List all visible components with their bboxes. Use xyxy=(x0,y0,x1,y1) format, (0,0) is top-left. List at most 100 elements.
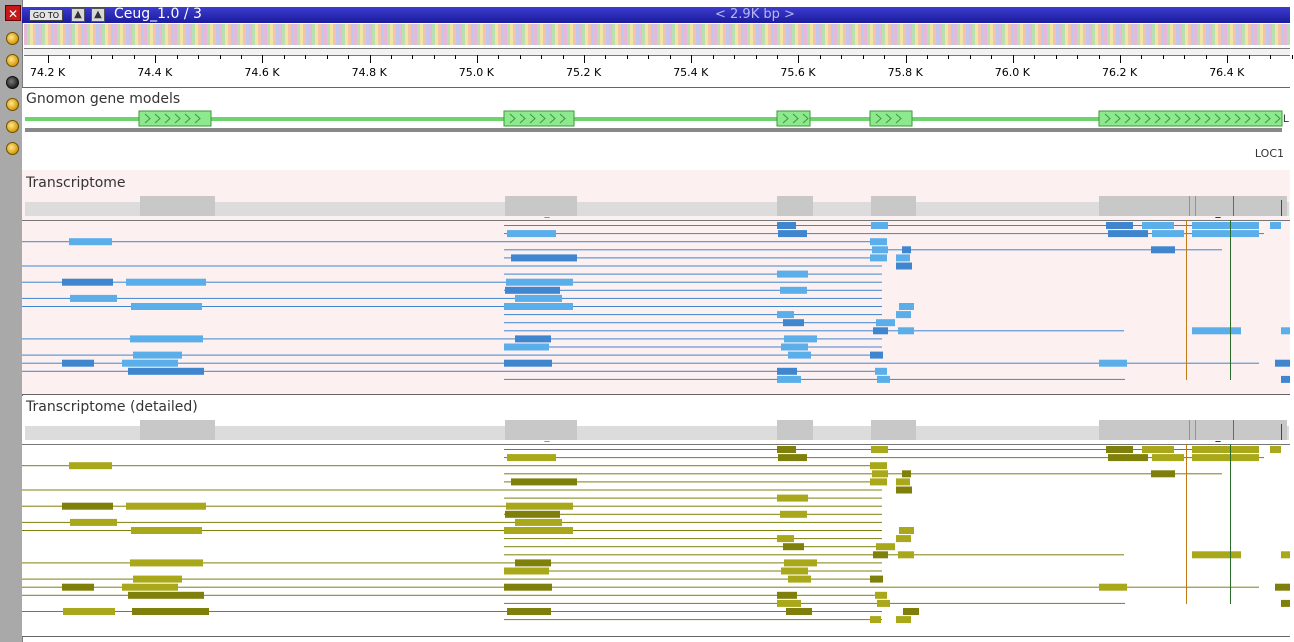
read-segment[interactable] xyxy=(1099,583,1127,591)
read-segment[interactable] xyxy=(777,311,794,319)
read-segment[interactable] xyxy=(877,375,890,383)
read-segment[interactable] xyxy=(1270,222,1281,229)
arrow-up-icon[interactable]: ▲ xyxy=(71,8,85,22)
read-segment[interactable] xyxy=(1275,583,1290,591)
read-segment[interactable] xyxy=(515,294,562,302)
read-segment[interactable] xyxy=(777,375,801,383)
read-segment[interactable] xyxy=(69,238,112,246)
read-segment[interactable] xyxy=(784,335,817,343)
read-segment[interactable] xyxy=(1281,327,1290,335)
read-segment[interactable] xyxy=(133,575,182,583)
read-segment[interactable] xyxy=(777,367,797,375)
read-segment[interactable] xyxy=(876,543,895,551)
read-segment[interactable] xyxy=(896,486,912,494)
read-segment[interactable] xyxy=(1152,230,1184,238)
read-segment[interactable] xyxy=(871,446,888,453)
read-segment[interactable] xyxy=(871,222,888,229)
read-segment[interactable] xyxy=(781,343,808,351)
read-segment[interactable] xyxy=(1270,446,1281,453)
track-toggle-icon[interactable] xyxy=(6,142,19,155)
read-segment[interactable] xyxy=(1281,599,1290,607)
read-segment[interactable] xyxy=(62,359,94,367)
read-segment[interactable] xyxy=(778,230,807,238)
read-segment[interactable] xyxy=(504,567,549,575)
read-segment[interactable] xyxy=(1142,446,1174,453)
exon-block[interactable] xyxy=(776,110,811,127)
read-segment[interactable] xyxy=(126,278,206,286)
read-segment[interactable] xyxy=(870,462,887,470)
read-segment[interactable] xyxy=(511,478,577,486)
read-segment[interactable] xyxy=(870,351,883,359)
read-segment[interactable] xyxy=(1106,446,1133,453)
read-segment[interactable] xyxy=(63,608,115,615)
read-segment[interactable] xyxy=(1142,222,1174,229)
read-segment[interactable] xyxy=(786,608,812,615)
read-segment[interactable] xyxy=(130,559,203,567)
read-segment[interactable] xyxy=(783,543,804,551)
read-segment[interactable] xyxy=(1192,327,1241,335)
read-segment[interactable] xyxy=(1099,359,1127,367)
read-segment[interactable] xyxy=(872,246,888,254)
read-segment[interactable] xyxy=(1106,222,1133,229)
read-segment[interactable] xyxy=(131,303,202,310)
read-segment[interactable] xyxy=(876,319,895,327)
read-segment[interactable] xyxy=(777,446,796,453)
read-segment[interactable] xyxy=(777,270,808,278)
gene-model[interactable]: L xyxy=(22,88,1290,134)
read-segment[interactable] xyxy=(777,222,796,229)
alignment-pileup[interactable] xyxy=(22,220,1290,392)
span-navigator[interactable]: < 2.9K bp > xyxy=(715,7,795,22)
read-segment[interactable] xyxy=(62,583,94,591)
read-segment[interactable] xyxy=(515,335,551,343)
read-segment[interactable] xyxy=(898,327,914,335)
read-segment[interactable] xyxy=(1151,470,1175,478)
read-segment[interactable] xyxy=(896,478,910,486)
read-segment[interactable] xyxy=(870,575,883,583)
read-segment[interactable] xyxy=(132,608,209,615)
read-segment[interactable] xyxy=(505,286,560,294)
read-segment[interactable] xyxy=(873,327,888,335)
read-segment[interactable] xyxy=(1108,454,1148,462)
read-segment[interactable] xyxy=(507,454,556,462)
track-toggle-icon[interactable] xyxy=(6,76,19,89)
read-segment[interactable] xyxy=(870,478,887,486)
read-segment[interactable] xyxy=(896,616,911,624)
read-segment[interactable] xyxy=(506,502,573,510)
read-segment[interactable] xyxy=(875,591,887,599)
read-segment[interactable] xyxy=(511,254,577,262)
read-segment[interactable] xyxy=(899,527,914,534)
read-segment[interactable] xyxy=(873,551,888,559)
read-segment[interactable] xyxy=(1281,551,1290,559)
read-segment[interactable] xyxy=(896,535,911,543)
read-segment[interactable] xyxy=(1152,454,1184,462)
read-segment[interactable] xyxy=(777,591,797,599)
read-segment[interactable] xyxy=(902,470,911,478)
close-icon[interactable]: ✕ xyxy=(5,5,21,21)
gnomon-track[interactable]: Gnomon gene models L xyxy=(22,88,1290,134)
read-segment[interactable] xyxy=(870,616,881,624)
transcriptome-detailed-track[interactable]: Transcriptome (detailed) xyxy=(22,396,1290,636)
read-segment[interactable] xyxy=(126,502,206,510)
track-toggle-icon[interactable] xyxy=(6,32,19,45)
read-segment[interactable] xyxy=(870,238,887,246)
read-segment[interactable] xyxy=(506,278,573,286)
read-segment[interactable] xyxy=(122,359,178,367)
read-segment[interactable] xyxy=(780,510,807,518)
read-segment[interactable] xyxy=(507,230,556,238)
read-segment[interactable] xyxy=(131,527,202,534)
alignment-pileup[interactable] xyxy=(22,444,1290,636)
read-segment[interactable] xyxy=(783,319,804,327)
read-segment[interactable] xyxy=(1192,551,1241,559)
read-segment[interactable] xyxy=(515,559,551,567)
read-segment[interactable] xyxy=(1192,230,1259,238)
read-segment[interactable] xyxy=(777,494,808,502)
read-segment[interactable] xyxy=(504,343,549,351)
read-segment[interactable] xyxy=(896,262,912,270)
read-segment[interactable] xyxy=(777,599,801,607)
read-segment[interactable] xyxy=(1192,446,1259,453)
read-segment[interactable] xyxy=(507,608,551,615)
read-segment[interactable] xyxy=(122,583,178,591)
track-toggle-icon[interactable] xyxy=(6,54,19,67)
exon-block[interactable] xyxy=(138,110,212,127)
read-segment[interactable] xyxy=(69,462,112,470)
